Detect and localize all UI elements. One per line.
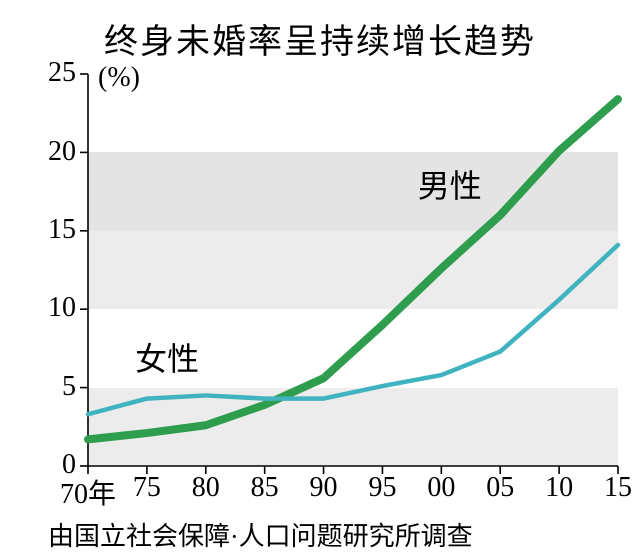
x-tick-label: 10 (545, 472, 573, 504)
plot-svg (88, 74, 618, 466)
x-tick-label: 80 (192, 472, 220, 504)
y-tick-label: 10 (16, 292, 76, 324)
series-label-male: 男性 (418, 161, 482, 207)
y-tick-label: 5 (16, 371, 76, 403)
plot-area (88, 74, 618, 466)
x-tick-label: 05 (486, 472, 514, 504)
x-tick-label: 70年 (60, 472, 116, 512)
chart-container: 终身未婚率呈持续增长趋势 (%) 由国立社会保障·人口问题研究所调查 05101… (0, 0, 640, 556)
x-tick-label: 15 (604, 472, 632, 504)
x-tick-label: 75 (133, 472, 161, 504)
x-tick-label: 90 (310, 472, 338, 504)
x-tick-label: 95 (368, 472, 396, 504)
y-tick-label: 20 (16, 136, 76, 168)
y-tick-label: 25 (16, 57, 76, 89)
y-tick-label: 15 (16, 214, 76, 246)
x-tick-label: 85 (251, 472, 279, 504)
series-label-female: 女性 (135, 334, 199, 380)
chart-title: 终身未婚率呈持续增长趋势 (0, 14, 640, 63)
chart-footer: 由国立社会保障·人口问题研究所调查 (0, 516, 640, 553)
x-tick-label: 00 (427, 472, 455, 504)
